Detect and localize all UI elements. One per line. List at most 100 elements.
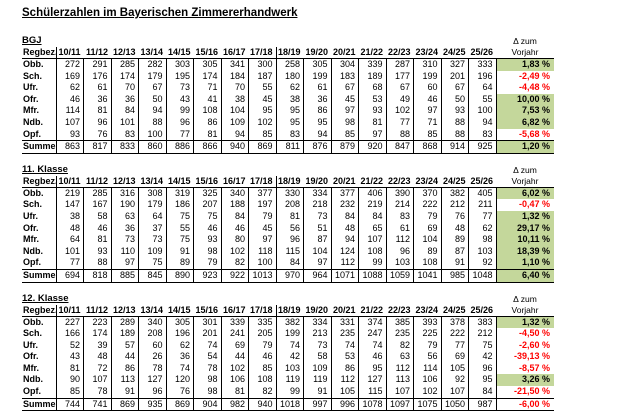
region-row: Ndb. 107 96 101 88 96 86 109 102 95 95 98 81 77 71 88 94… <box>22 116 554 129</box>
value-cell: 113 <box>111 374 139 387</box>
value-cell: 287 <box>386 58 414 71</box>
year-header-cell: 17/18 <box>248 304 277 317</box>
value-cell: 197 <box>248 199 277 211</box>
value-cell: 120 <box>166 374 194 387</box>
value-cell: 272 <box>56 58 84 71</box>
value-cell: 83 <box>111 128 139 141</box>
value-cell: 113 <box>386 374 414 387</box>
value-cell: 104 <box>413 234 442 246</box>
value-cell: 88 <box>83 257 112 270</box>
region-row: Obb. 272 291 285 282 303 305 341 300 258 305 304 339… <box>22 58 554 71</box>
year-header-cell: 24/25 <box>441 47 469 59</box>
year-header-cell: 22/23 <box>386 47 414 59</box>
value-cell: 62 <box>276 82 304 94</box>
value-cell: 84 <box>221 210 249 223</box>
region-label: Mfr. <box>22 234 57 246</box>
delta-value-cell: 1,32 % <box>496 210 554 223</box>
value-cell: 81 <box>83 105 112 117</box>
value-cell: 56 <box>413 351 442 363</box>
value-cell: 196 <box>468 70 497 83</box>
year-header-cell: 15/16 <box>193 175 221 188</box>
value-cell: 334 <box>303 187 332 200</box>
value-cell: 330 <box>276 187 304 200</box>
value-cell: 41 <box>193 93 222 106</box>
region-row: Mfr. 81 72 86 78 74 78 102 85 103 109 86 95 112 114 105… <box>22 362 554 375</box>
region-label: Ufr. <box>22 210 57 223</box>
value-cell: 96 <box>138 386 167 399</box>
value-cell: 91 <box>441 257 469 270</box>
region-label: Opf. <box>22 386 57 399</box>
value-cell: 310 <box>413 58 442 71</box>
value-cell: 85 <box>248 128 277 141</box>
value-cell: 67 <box>386 82 414 94</box>
value-cell: 46 <box>221 222 249 235</box>
value-cell: 69 <box>413 222 442 235</box>
region-label: Ofr. <box>22 93 57 106</box>
value-cell: 100 <box>468 105 497 117</box>
value-cell: 87 <box>303 234 332 246</box>
value-cell: 110 <box>111 245 139 258</box>
value-cell: 106 <box>221 374 249 387</box>
value-cell: 93 <box>193 234 222 246</box>
value-cell: 868 <box>413 140 442 154</box>
value-cell: 860 <box>138 140 167 154</box>
value-cell: 219 <box>358 199 387 211</box>
value-cell: 199 <box>276 328 304 340</box>
year-header-cell: 23/24 <box>413 304 441 317</box>
value-cell: 61 <box>303 82 332 94</box>
year-header-cell: 22/23 <box>386 304 414 317</box>
section-label: 12. Klasse <box>22 292 69 304</box>
year-header-cell: 19/20 <box>303 47 331 59</box>
value-cell: 73 <box>138 234 167 246</box>
value-cell: 339 <box>358 58 387 71</box>
value-cell: 45 <box>331 93 359 106</box>
value-cell: 102 <box>221 362 249 375</box>
value-cell: 63 <box>111 210 139 223</box>
value-cell: 46 <box>248 351 277 363</box>
value-cell: 167 <box>83 199 112 211</box>
value-cell: 103 <box>386 257 414 270</box>
value-cell: 76 <box>166 386 194 399</box>
value-cell: 77 <box>441 339 469 352</box>
value-cell: 213 <box>303 328 332 340</box>
region-label: Ofr. <box>22 222 57 235</box>
value-cell: 36 <box>166 351 194 363</box>
value-cell: 80 <box>221 234 249 246</box>
value-cell: 79 <box>413 210 442 223</box>
year-header-cell: 14/15 <box>166 47 194 59</box>
region-label: Mfr. <box>22 105 57 117</box>
value-cell: 102 <box>386 105 414 117</box>
year-header-cell: 16/17 <box>221 175 249 188</box>
value-cell: 81 <box>221 386 249 399</box>
table-block: 12. Klasse Δ zum Regbez. 10/11 11/12 12/13 13/… <box>22 293 554 412</box>
delta-header-line1: Δ zum <box>513 36 537 46</box>
year-header-cell: 15/16 <box>193 304 221 317</box>
value-cell: 90 <box>56 374 84 387</box>
value-cell: 107 <box>386 386 414 399</box>
delta-value-cell: -4,48 % <box>518 82 550 93</box>
value-cell: 105 <box>441 362 469 375</box>
value-cell: 227 <box>56 316 84 329</box>
delta-value-cell: 18,39 % <box>496 245 554 258</box>
year-header-cell: 10/11 <box>56 175 84 188</box>
value-cell: 86 <box>303 105 332 117</box>
year-header-cell: 10/11 <box>56 47 84 59</box>
value-cell: 88 <box>386 128 414 141</box>
value-cell: 48 <box>441 222 469 235</box>
value-cell: 79 <box>193 257 222 270</box>
value-cell: 382 <box>441 187 469 200</box>
region-row: Ndb. 90 107 113 127 120 98 106 108 119 119 112 127 11… <box>22 374 554 387</box>
delta-value-cell: 1,20 % <box>496 140 554 154</box>
value-cell: 885 <box>111 268 139 283</box>
value-cell: 81 <box>193 128 222 141</box>
value-cell: 102 <box>413 386 442 399</box>
section-label: 11. Klasse <box>22 163 68 175</box>
region-label: Ndb. <box>22 116 57 129</box>
table-block: BGJ Δ zum Regbez. 10/11 11/12 12/13 13/14 14/15… <box>22 35 554 154</box>
value-cell: 190 <box>111 199 139 211</box>
value-cell: 88 <box>441 128 469 141</box>
value-cell: 67 <box>331 82 359 94</box>
value-cell: 74 <box>193 339 222 352</box>
value-cell: 935 <box>138 397 167 412</box>
value-cell: 75 <box>166 234 194 246</box>
